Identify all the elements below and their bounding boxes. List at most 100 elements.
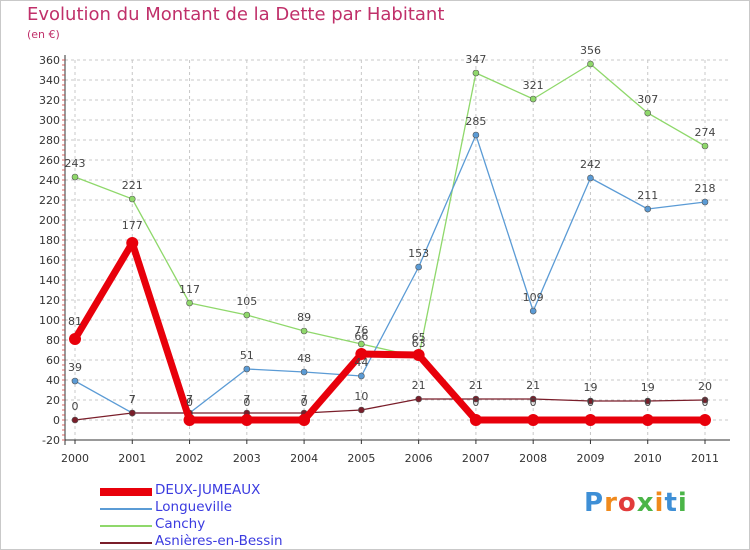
data-label: 105 [236, 295, 257, 308]
x-tick-label: 2003 [233, 452, 261, 465]
data-label: 321 [523, 79, 544, 92]
data-label: 243 [65, 157, 86, 170]
legend-label: Canchy [155, 516, 206, 532]
data-point [415, 395, 422, 403]
data-label: 211 [637, 189, 658, 202]
x-tick-label: 2002 [176, 452, 204, 465]
data-label: 221 [122, 179, 143, 192]
data-label: 7 [243, 393, 250, 406]
data-label: 7 [129, 393, 136, 406]
data-label: 274 [695, 126, 716, 139]
data-point [183, 414, 196, 426]
chart-subtitle: (en €) [27, 28, 60, 41]
legend-label: Longueville [155, 499, 233, 515]
y-tick-label: 200 [39, 214, 60, 227]
data-point [186, 299, 193, 307]
data-label: 19 [583, 381, 597, 394]
data-label: 21 [412, 379, 426, 392]
data-point [527, 414, 540, 426]
logo-letter: i [677, 488, 688, 518]
y-tick-label: 100 [39, 314, 60, 327]
data-label: 44 [354, 356, 368, 369]
data-point [641, 414, 654, 426]
y-tick-label: 40 [46, 374, 60, 387]
x-tick-label: 2011 [691, 452, 719, 465]
data-point [587, 60, 594, 68]
data-label: 0 [702, 396, 709, 409]
y-tick-label: 60 [46, 354, 60, 367]
data-label: 218 [695, 182, 716, 195]
data-label: 356 [580, 44, 601, 57]
data-label: 19 [641, 381, 655, 394]
x-tick-label: 2000 [61, 452, 89, 465]
data-point [469, 414, 482, 426]
y-tick-label: -20 [42, 434, 60, 447]
proxiti-logo: Proxiti [584, 488, 688, 518]
data-point [358, 340, 365, 348]
data-label: 7 [186, 393, 193, 406]
data-point [701, 198, 709, 206]
data-point [71, 416, 79, 424]
data-point [472, 69, 480, 77]
y-tick-label: 280 [39, 134, 60, 147]
data-point [587, 174, 594, 182]
x-tick-label: 2005 [347, 452, 375, 465]
series-line-canchy [74, 63, 706, 358]
y-tick-label: 120 [39, 294, 60, 307]
y-tick-label: 320 [39, 94, 60, 107]
data-label: 66 [354, 330, 368, 343]
data-point [699, 414, 711, 426]
x-tick-label: 2006 [405, 452, 433, 465]
y-tick-label: 360 [39, 54, 60, 67]
y-tick-label: 160 [39, 254, 60, 267]
data-point [644, 109, 652, 117]
data-point [701, 396, 709, 404]
legend-label: Asnières-en-Bessin [155, 533, 283, 549]
data-label: 347 [465, 53, 486, 66]
logo-letter: i [654, 488, 665, 518]
logo-letter: t [664, 488, 678, 518]
data-point [644, 205, 652, 213]
data-label: 51 [240, 349, 254, 362]
data-label: 21 [469, 379, 483, 392]
data-label: 65 [412, 331, 426, 344]
x-tick-label: 2007 [462, 452, 490, 465]
data-point [300, 368, 308, 376]
data-point [71, 377, 79, 385]
y-tick-label: 20 [46, 394, 60, 407]
data-label: 48 [297, 352, 311, 365]
data-point [358, 406, 365, 414]
data-point [472, 395, 480, 403]
data-point [126, 237, 139, 249]
data-label: 0 [72, 400, 79, 413]
x-tick-label: 2008 [519, 452, 547, 465]
data-label: 63 [412, 337, 426, 350]
data-label: 81 [68, 315, 82, 328]
logo-letter: r [604, 488, 618, 518]
x-tick-label: 2001 [118, 452, 146, 465]
data-label: 285 [465, 115, 486, 128]
legend-swatch [100, 488, 152, 496]
data-point [644, 397, 652, 405]
data-label: 10 [354, 390, 368, 403]
y-tick-label: 240 [39, 174, 60, 187]
data-label: 7 [129, 393, 136, 406]
legend-swatch [100, 508, 152, 510]
logo-letter: x [636, 488, 655, 518]
series-line-asni-res-en-bessin [74, 398, 706, 421]
data-point [128, 409, 136, 417]
data-label: 109 [523, 291, 544, 304]
data-point [69, 333, 81, 345]
data-point [128, 195, 136, 203]
data-point [584, 414, 597, 426]
y-tick-label: 300 [39, 114, 60, 127]
data-label: 76 [354, 324, 368, 337]
data-point [243, 365, 251, 373]
data-label: 20 [698, 380, 712, 393]
data-point [529, 307, 537, 315]
data-point [587, 397, 594, 405]
data-label: 242 [580, 158, 601, 171]
legend-swatch [100, 542, 152, 544]
data-label: 0 [243, 396, 250, 409]
data-label: 0 [472, 396, 479, 409]
